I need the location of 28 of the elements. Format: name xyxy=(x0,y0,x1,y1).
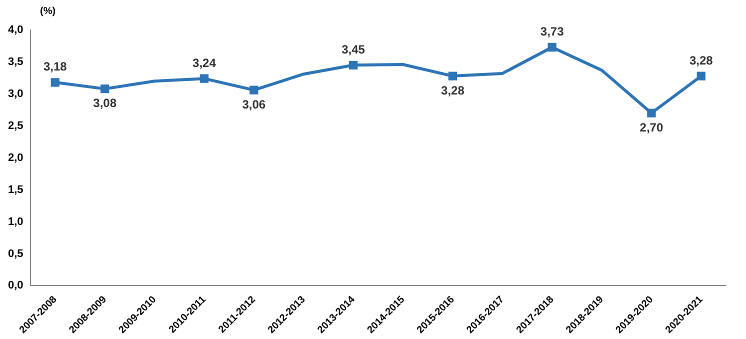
data-label: 3,73 xyxy=(540,24,564,39)
data-label: 3,06 xyxy=(242,97,266,112)
point xyxy=(50,78,60,87)
point xyxy=(696,72,706,80)
data-label: 2,70 xyxy=(640,120,664,134)
y-tick-label: 1,5 xyxy=(8,184,24,196)
y-tick-label: 3,5 xyxy=(8,56,24,68)
data-label: 3,08 xyxy=(93,96,117,110)
y-axis-title: (%) xyxy=(40,6,56,17)
y-tick-label: 2,0 xyxy=(8,152,24,164)
y-tick-label: 2,5 xyxy=(8,120,24,132)
point xyxy=(448,72,458,80)
point xyxy=(348,60,358,70)
data-label: 3,18 xyxy=(43,60,68,74)
y-tick-label: 4,0 xyxy=(8,24,24,36)
point xyxy=(200,74,209,83)
y-tick-label: 1,0 xyxy=(8,216,24,228)
y-tick-label: 0,0 xyxy=(8,280,24,292)
point xyxy=(647,108,656,118)
data-label: 3,24 xyxy=(192,56,216,70)
point xyxy=(250,86,258,94)
y-tick-label: 0,5 xyxy=(8,248,24,260)
point xyxy=(100,84,110,94)
y-tick-label: 3,0 xyxy=(8,88,24,100)
data-label: 3,45 xyxy=(342,42,366,56)
data-label: 3,28 xyxy=(441,83,465,98)
point xyxy=(548,42,556,52)
data-label: 3,28 xyxy=(689,53,714,68)
